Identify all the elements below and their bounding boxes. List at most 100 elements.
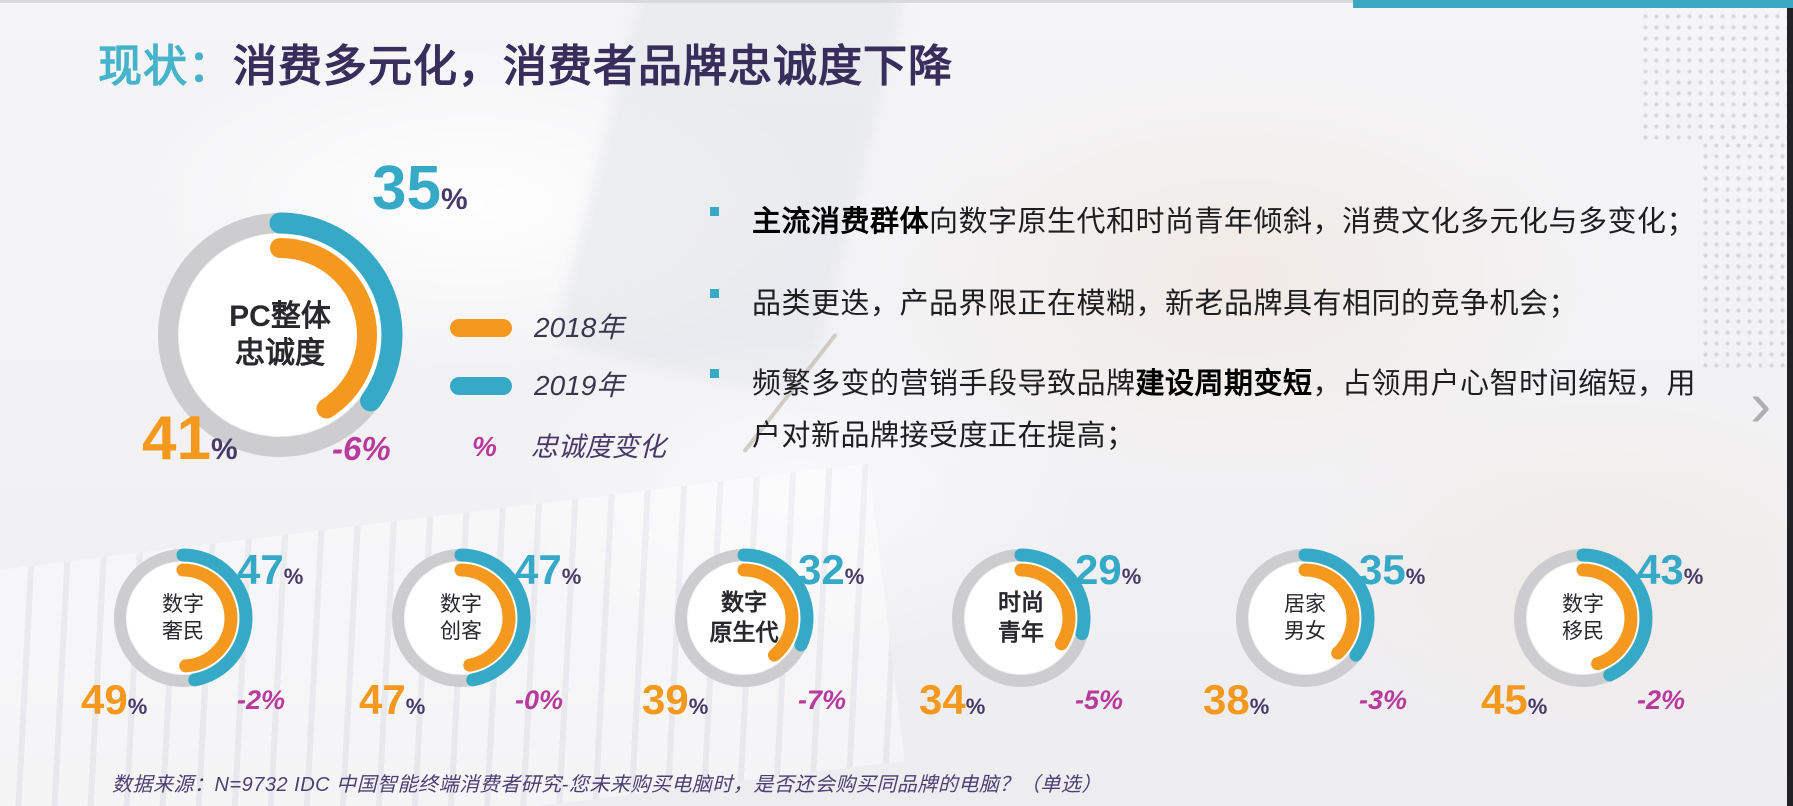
bullet-3: 频繁多变的营销手段导致品牌建设周期变短，占领用户心智时间缩短，用户对新品牌接受度… bbox=[710, 358, 1712, 462]
legend-change-label: 忠诚度变化 bbox=[530, 431, 666, 462]
value-number: 35 bbox=[1359, 546, 1406, 593]
segment-5-value-2019: 43% bbox=[1637, 549, 1703, 591]
segment-5-label-line1: 数字 bbox=[1562, 592, 1604, 616]
main-value-2018-number: 41 bbox=[142, 404, 211, 473]
segment-2-value-2019: 32% bbox=[798, 549, 864, 591]
value-number: 34 bbox=[919, 676, 966, 723]
segment-3-value-2018: 34% bbox=[919, 679, 985, 721]
legend-item-2019: 2019年 bbox=[450, 372, 624, 400]
segment-3-value-2019: 29% bbox=[1075, 549, 1141, 591]
segment-donut-0-svg bbox=[113, 548, 253, 688]
segment-donut-5: 数字 移民 43% 45% -2% bbox=[1463, 535, 1723, 730]
percent-sign: % bbox=[965, 694, 986, 719]
right-edge-strip bbox=[1787, 8, 1793, 806]
segment-3-label-line2: 青年 bbox=[998, 619, 1044, 645]
bullet-1-bold: 主流消费群体 bbox=[752, 206, 930, 238]
percent-sign: % bbox=[1683, 564, 1704, 589]
segment-1-label-line2: 创客 bbox=[440, 620, 482, 643]
data-source-note: 数据来源：N=9732 IDC 中国智能终端消费者研究-您未来购买电脑时，是否还… bbox=[112, 774, 1102, 796]
legend-label-2018: 2018年 bbox=[534, 312, 625, 343]
segment-2-label: 数字 原生代 bbox=[662, 536, 826, 700]
segment-donut-4-svg bbox=[1235, 548, 1375, 688]
main-donut-label-line2: 忠诚度 bbox=[235, 337, 325, 370]
segment-3-label-line1: 时尚 bbox=[998, 589, 1044, 616]
segment-2-label-line2: 原生代 bbox=[709, 619, 779, 645]
segment-2-label-line1: 数字 bbox=[721, 589, 767, 616]
segment-5-value-2018: 45% bbox=[1481, 679, 1547, 721]
percent-sign: % bbox=[1249, 694, 1270, 719]
halftone-dots-right bbox=[1700, 140, 1790, 370]
halftone-dots-top-right bbox=[1640, 0, 1790, 140]
value-number: 45 bbox=[1481, 676, 1528, 723]
segment-5-label: 数字 移民 bbox=[1501, 536, 1665, 700]
segment-0-value-2018: 49% bbox=[81, 679, 147, 721]
top-accent-bar bbox=[1353, 0, 1793, 8]
donut-center-disc bbox=[142, 577, 224, 659]
segment-4-label-line1: 居家 bbox=[1284, 592, 1326, 616]
percent-sign: % bbox=[844, 564, 865, 589]
donut-arc-2018 bbox=[128, 563, 238, 673]
bullet-2: 品类更迭，产品界限正在模糊，新老品牌具有相同的竞争机会； bbox=[710, 278, 1712, 330]
page-title-text: 消费多元化，消费者品牌忠诚度下降 bbox=[233, 42, 953, 91]
segment-donut-1: 数字 创客 47% 47% -0% bbox=[341, 535, 601, 730]
percent-sign: % bbox=[440, 183, 468, 216]
donut-arc-2019 bbox=[1235, 548, 1375, 688]
segment-0-change: -2% bbox=[237, 685, 286, 715]
percent-sign: % bbox=[1527, 694, 1548, 719]
segment-0-label-line2: 奢民 bbox=[162, 620, 204, 643]
value-number: 39 bbox=[642, 676, 689, 723]
bullet-1-text: 主流消费群体向数字原生代和时尚青年倾斜，消费文化多元化与多变化； bbox=[752, 196, 1712, 248]
donut-center-disc bbox=[1264, 577, 1346, 659]
donut-arc-2019 bbox=[113, 548, 253, 688]
donut-arc-2019 bbox=[157, 212, 403, 458]
segment-1-value-2018: 47% bbox=[359, 679, 425, 721]
value-number: 32 bbox=[798, 546, 845, 593]
segment-donut-2-svg bbox=[674, 548, 814, 688]
segment-2-value-2018: 39% bbox=[642, 679, 708, 721]
donut-arc-2019 bbox=[674, 548, 814, 688]
donut-arc-2018 bbox=[966, 563, 1076, 673]
percent-sign: % bbox=[688, 694, 709, 719]
legend-item-change: % 忠诚度变化 bbox=[472, 433, 666, 461]
main-donut-chart: PC整体 忠诚度 bbox=[130, 185, 430, 485]
segment-0-label-line1: 数字 bbox=[162, 592, 204, 616]
bullet-3-post: ，占领用户心智时间缩短，用户对新品牌接受度正在提高； bbox=[752, 368, 1697, 453]
segment-donut-3-svg bbox=[951, 548, 1091, 688]
segment-1-value-2019: 47% bbox=[515, 549, 581, 591]
donut-arc-2019 bbox=[1513, 548, 1653, 688]
donut-center-disc bbox=[204, 259, 356, 411]
donut-center-disc bbox=[420, 577, 502, 659]
donut-center-disc bbox=[703, 577, 785, 659]
donut-arc-2019 bbox=[951, 548, 1091, 688]
segment-0-value-2019: 47% bbox=[237, 549, 303, 591]
segment-4-label-line2: 男女 bbox=[1284, 620, 1326, 643]
segment-4-label: 居家 男女 bbox=[1223, 536, 1387, 700]
bullet-3-pre: 频繁多变的营销手段导致品牌 bbox=[752, 368, 1136, 400]
segment-4-value-2019: 35% bbox=[1359, 549, 1425, 591]
page-title-highlight: 现状： bbox=[98, 42, 233, 91]
main-change-value: -6% bbox=[332, 430, 391, 467]
bullet-3-text: 频繁多变的营销手段导致品牌建设周期变短，占领用户心智时间缩短，用户对新品牌接受度… bbox=[752, 358, 1712, 462]
segment-0-label: 数字 奢民 bbox=[101, 536, 265, 700]
segment-1-label: 数字 创客 bbox=[379, 536, 543, 700]
segment-4-change: -3% bbox=[1359, 685, 1408, 715]
main-donut-label-line1: PC整体 bbox=[229, 299, 331, 333]
value-number: 29 bbox=[1075, 546, 1122, 593]
value-number: 43 bbox=[1637, 546, 1684, 593]
segment-5-label-line2: 移民 bbox=[1562, 620, 1604, 643]
next-chevron-icon[interactable]: › bbox=[1750, 368, 1772, 440]
donut-arc-2019 bbox=[391, 548, 531, 688]
segment-donut-4: 居家 男女 35% 38% -3% bbox=[1185, 535, 1445, 730]
value-number: 47 bbox=[237, 546, 284, 593]
bullet-2-text: 品类更迭，产品界限正在模糊，新老品牌具有相同的竞争机会； bbox=[752, 278, 1712, 330]
legend-label-2019: 2019年 bbox=[534, 370, 625, 401]
donut-center-disc bbox=[1542, 577, 1624, 659]
bullet-2-rest: 品类更迭，产品界限正在模糊，新老品牌具有相同的竞争机会； bbox=[752, 288, 1579, 320]
value-number: 47 bbox=[359, 676, 406, 723]
segment-3-label: 时尚 青年 bbox=[939, 536, 1103, 700]
segment-4-value-2018: 38% bbox=[1203, 679, 1269, 721]
percent-sign: % bbox=[405, 694, 426, 719]
main-donut-svg bbox=[157, 212, 403, 458]
percent-sign: % bbox=[210, 433, 238, 466]
